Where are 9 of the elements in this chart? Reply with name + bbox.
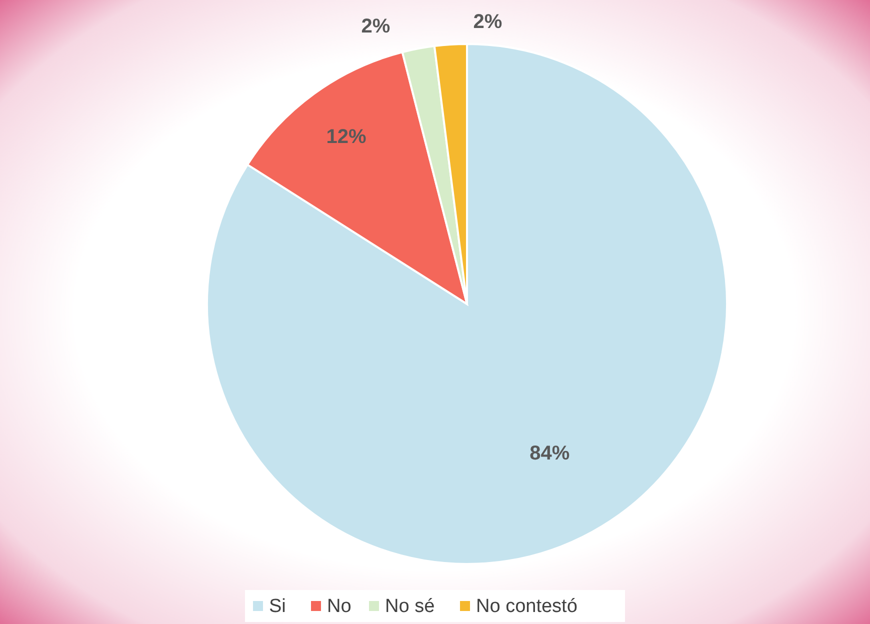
legend-label: No sé	[385, 596, 435, 618]
data-label: 2%	[361, 15, 390, 38]
data-label: 12%	[326, 126, 366, 148]
legend-label: No	[327, 596, 352, 618]
data-label: 2%	[473, 10, 502, 33]
legend-label: No contestó	[476, 596, 578, 618]
data-label: 84%	[530, 442, 570, 465]
slice-label: Si	[269, 596, 286, 618]
pie-slice	[206, 43, 728, 565]
